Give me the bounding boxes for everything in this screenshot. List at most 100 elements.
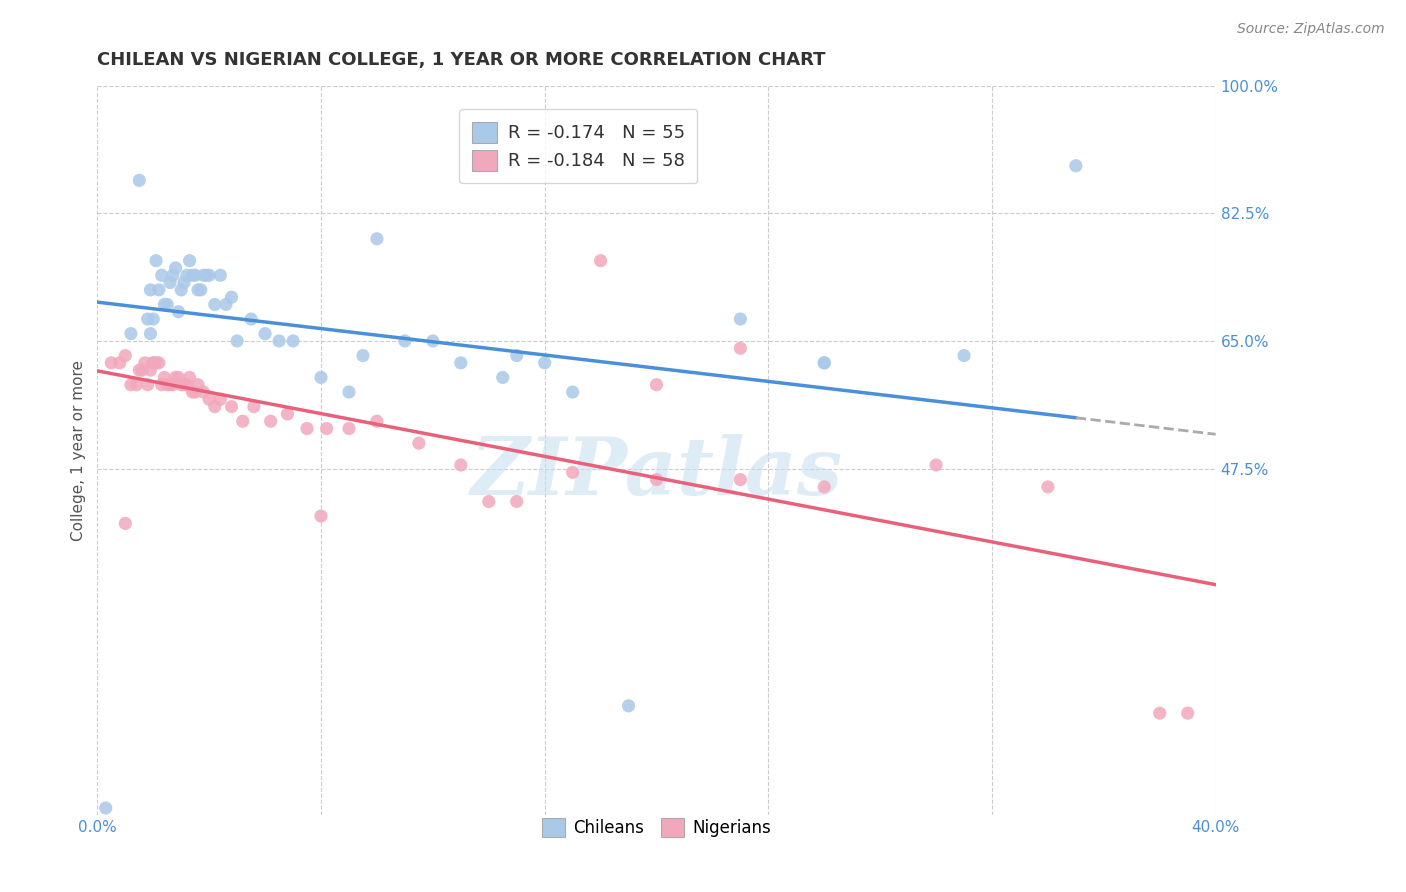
Point: [240, 312, 263, 326]
Point: [730, 341, 752, 355]
Point: [145, 356, 167, 370]
Point: [153, 370, 176, 384]
Point: [150, 377, 173, 392]
Point: [478, 494, 501, 508]
Point: [190, 283, 212, 297]
Point: [142, 312, 165, 326]
Point: [145, 253, 167, 268]
Point: [209, 392, 232, 407]
Point: [159, 377, 181, 392]
Point: [645, 473, 668, 487]
Point: [209, 268, 232, 283]
Point: [167, 370, 190, 384]
Point: [561, 465, 583, 479]
Point: [561, 384, 583, 399]
Point: [366, 414, 388, 428]
Point: [165, 260, 187, 275]
Point: [165, 370, 187, 384]
Point: [184, 268, 207, 283]
Point: [589, 253, 612, 268]
Point: [215, 297, 238, 311]
Point: [120, 377, 142, 392]
Point: [156, 297, 179, 311]
Point: [179, 370, 201, 384]
Point: [295, 421, 318, 435]
Point: [139, 283, 162, 297]
Point: [181, 268, 204, 283]
Point: [492, 370, 515, 384]
Point: [925, 458, 948, 472]
Point: [114, 516, 136, 531]
Point: [198, 392, 221, 407]
Text: CHILEAN VS NIGERIAN COLLEGE, 1 YEAR OR MORE CORRELATION CHART: CHILEAN VS NIGERIAN COLLEGE, 1 YEAR OR M…: [97, 51, 825, 69]
Point: [179, 253, 201, 268]
Point: [170, 283, 193, 297]
Point: [176, 377, 198, 392]
Point: [309, 370, 332, 384]
Point: [309, 509, 332, 524]
Point: [136, 312, 159, 326]
Point: [108, 356, 131, 370]
Point: [422, 334, 444, 348]
Point: [142, 356, 165, 370]
Point: [232, 414, 254, 428]
Point: [193, 268, 215, 283]
Point: [506, 494, 529, 508]
Point: [506, 349, 529, 363]
Point: [533, 356, 555, 370]
Point: [315, 421, 337, 435]
Point: [204, 297, 226, 311]
Point: [198, 268, 221, 283]
Point: [131, 363, 153, 377]
Point: [187, 377, 209, 392]
Point: [813, 356, 835, 370]
Point: [184, 384, 207, 399]
Point: [281, 334, 304, 348]
Point: [813, 356, 835, 370]
Point: [176, 268, 198, 283]
Point: [187, 283, 209, 297]
Point: [394, 334, 416, 348]
Point: [173, 276, 195, 290]
Point: [114, 349, 136, 363]
Legend: Chileans, Nigerians: Chileans, Nigerians: [536, 811, 778, 844]
Point: [153, 297, 176, 311]
Point: [204, 400, 226, 414]
Point: [450, 458, 472, 472]
Y-axis label: College, 1 year or more: College, 1 year or more: [72, 359, 86, 541]
Point: [193, 384, 215, 399]
Point: [408, 436, 430, 450]
Point: [150, 268, 173, 283]
Point: [254, 326, 277, 341]
Text: ZIPatlas: ZIPatlas: [471, 434, 842, 511]
Point: [128, 363, 150, 377]
Point: [226, 334, 249, 348]
Point: [260, 414, 283, 428]
Point: [170, 377, 193, 392]
Point: [267, 334, 290, 348]
Point: [142, 356, 165, 370]
Point: [813, 480, 835, 494]
Point: [1064, 159, 1087, 173]
Point: [134, 356, 156, 370]
Point: [139, 363, 162, 377]
Point: [162, 377, 184, 392]
Point: [162, 268, 184, 283]
Point: [730, 312, 752, 326]
Point: [173, 377, 195, 392]
Point: [221, 290, 243, 304]
Point: [366, 232, 388, 246]
Point: [148, 356, 170, 370]
Point: [1177, 706, 1199, 720]
Point: [167, 304, 190, 318]
Point: [1149, 706, 1171, 720]
Point: [181, 384, 204, 399]
Point: [136, 377, 159, 392]
Point: [337, 384, 360, 399]
Point: [125, 377, 148, 392]
Point: [139, 326, 162, 341]
Point: [128, 173, 150, 187]
Point: [352, 349, 374, 363]
Point: [94, 801, 117, 815]
Point: [337, 421, 360, 435]
